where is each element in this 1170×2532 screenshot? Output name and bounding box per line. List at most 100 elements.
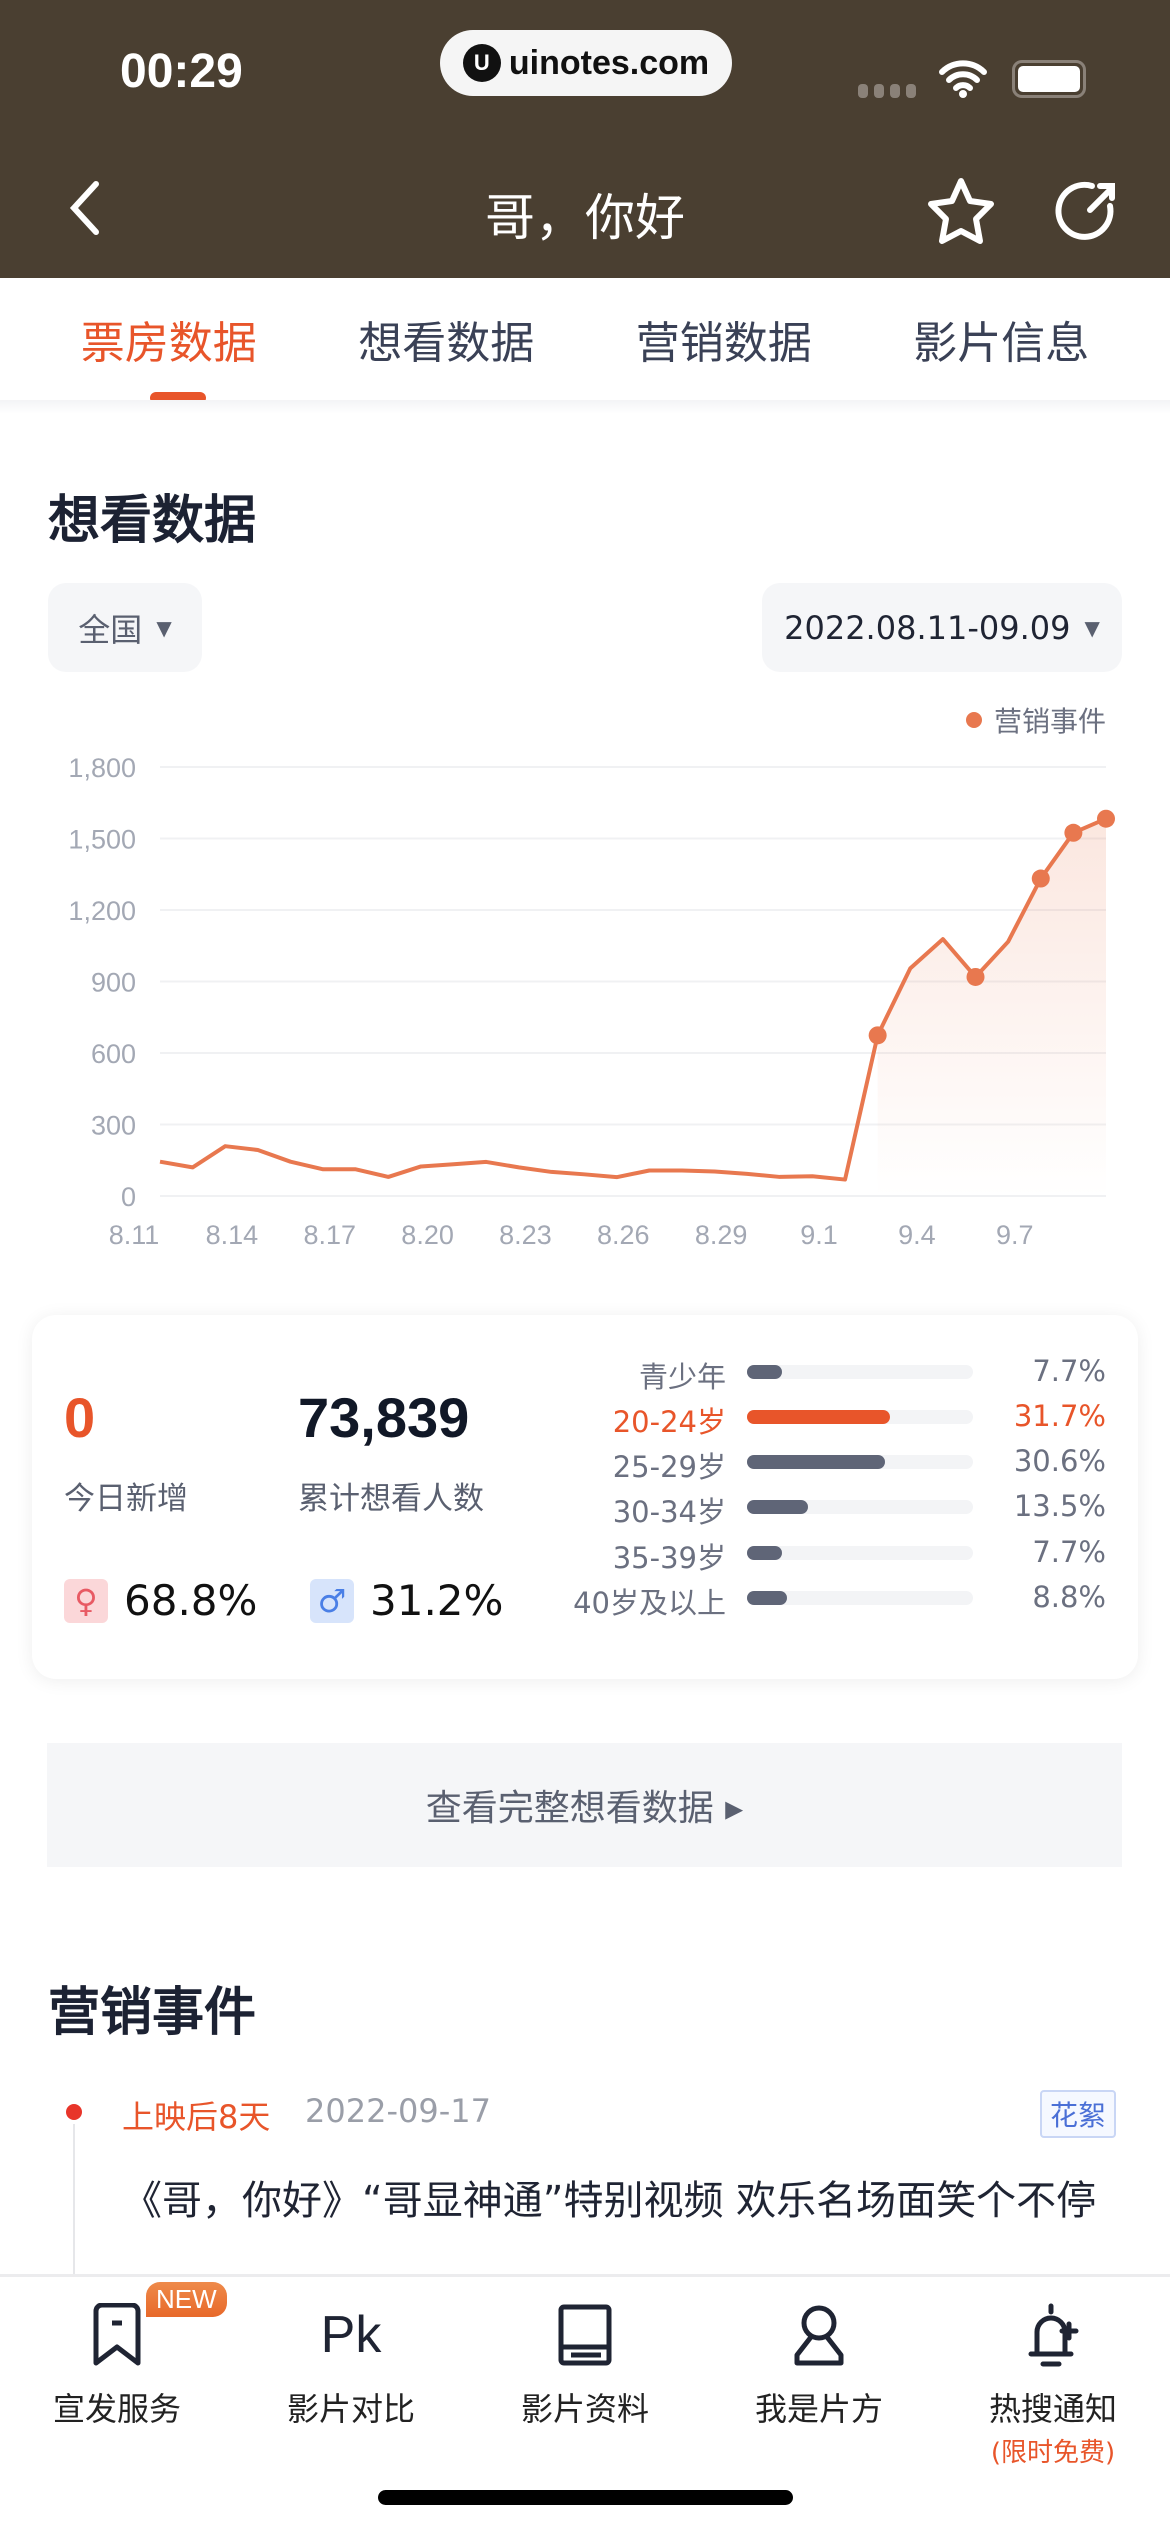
date-range-dropdown[interactable]: 2022.08.11-09.09 ▼ [762, 583, 1122, 672]
tab-film-info[interactable]: 影片信息 [913, 318, 1090, 369]
back-icon[interactable] [64, 178, 104, 238]
age-pct: 30.6% [1013, 1444, 1106, 1478]
age-pct: 13.5% [1013, 1489, 1106, 1523]
x-tick-label: 8.26 [597, 1220, 650, 1250]
male-pct: 31.2% [370, 1576, 504, 1625]
date-range-value: 2022.08.11-09.09 [784, 608, 1071, 647]
age-bar-fill [747, 1500, 809, 1514]
x-tick-label: 8.23 [499, 1220, 552, 1250]
age-bar-fill [747, 1546, 782, 1560]
age-bar [747, 1410, 973, 1424]
age-bar-fill [747, 1365, 782, 1379]
x-tick-label: 8.29 [695, 1220, 748, 1250]
region-value: 全国 [78, 610, 143, 649]
age-label: 35-39岁 [612, 1541, 726, 1575]
age-bar-fill [747, 1455, 886, 1469]
section-title: 想看数据 [48, 491, 257, 551]
legend-marker-icon [966, 712, 982, 728]
nav-film-compare[interactable]: Pk 影片对比 [234, 2300, 468, 2430]
female-icon: ♀ [64, 1578, 108, 1623]
y-tick-label: 300 [91, 1111, 136, 1141]
y-tick-label: 600 [91, 1039, 136, 1069]
bottom-nav [0, 2274, 1170, 2532]
age-bar [747, 1365, 973, 1379]
bookmark-icon [93, 2303, 141, 2366]
wifi-icon [939, 60, 987, 98]
nav-label: 热搜通知 [988, 2390, 1117, 2428]
nav-label: 宣发服务 [52, 2390, 181, 2428]
age-label: 30-34岁 [612, 1495, 726, 1529]
tab-bar: 票房数据 想看数据 营销数据 影片信息 [0, 278, 1170, 400]
event-marker [1064, 823, 1083, 842]
y-tick-label: 1,800 [68, 753, 136, 783]
new-badge: NEW [146, 2282, 227, 2317]
age-bar [747, 1500, 973, 1514]
event-text[interactable]: 《哥，你好》“哥显神通”特别视频 欢乐名场面笑个不停 [122, 2178, 1097, 2224]
age-label: 青少年 [638, 1360, 726, 1394]
x-tick-label: 8.20 [401, 1220, 454, 1250]
series-line [159, 816, 1107, 1182]
today-new-value: 0 [64, 1386, 96, 1449]
x-tick-label: 9.1 [800, 1220, 838, 1250]
event-day: 上映后8天 [122, 2098, 271, 2136]
y-tick-label: 0 [121, 1182, 136, 1212]
tab-want-to-see[interactable]: 想看数据 [358, 318, 535, 369]
age-bar-fill [747, 1591, 787, 1605]
x-tick-label: 9.4 [898, 1220, 936, 1250]
nav-film-materials[interactable]: 影片资料 [468, 2300, 702, 2430]
status-time: 00:29 [120, 45, 243, 98]
events-title: 营销事件 [48, 1983, 257, 2043]
total-label: 累计想看人数 [298, 1481, 484, 1517]
total-value: 73,839 [298, 1386, 470, 1449]
nav-label: 影片对比 [286, 2390, 415, 2428]
event-date: 2022-09-17 [305, 2092, 491, 2130]
age-bar-fill [747, 1410, 891, 1424]
caret-down-icon: ▼ [156, 615, 172, 640]
pk-icon: Pk [320, 2306, 382, 2364]
user-icon [794, 2305, 844, 2366]
view-full-data-button[interactable]: 查看完整想看数据 ▸ [47, 1743, 1122, 1867]
timeline-line [73, 2124, 75, 2284]
nav-hot-search[interactable]: 热搜通知 (限时免费) [936, 2300, 1170, 2469]
age-pct: 8.8% [1032, 1580, 1106, 1614]
book-icon [558, 2304, 612, 2366]
age-bar [747, 1455, 973, 1469]
x-tick-label: 8.11 [109, 1220, 160, 1250]
y-tick-label: 900 [91, 968, 136, 998]
y-tick-label: 1,500 [68, 825, 136, 855]
event-tag: 花絮 [1040, 2090, 1117, 2138]
want-to-see-chart: 0 300 600 900 1,200 1,500 1,800 8.11 8.14 8.17 8.2… [68, 753, 1115, 1250]
nav-label: 影片资料 [520, 2390, 649, 2428]
tab-box-office[interactable]: 票房数据 [80, 318, 257, 369]
site-logo-icon: U [462, 44, 501, 82]
event-marker [868, 1026, 887, 1045]
nav-sublabel: (限时免费) [990, 2438, 1116, 2468]
event-marker [1031, 869, 1050, 888]
chart-legend: 营销事件 [966, 700, 1106, 740]
share-icon[interactable] [1052, 176, 1122, 246]
tab-marketing[interactable]: 营销数据 [635, 318, 812, 369]
today-new-label: 今日新增 [64, 1481, 188, 1517]
x-tick-label: 9.7 [996, 1220, 1034, 1250]
age-bar [747, 1591, 973, 1605]
age-pct: 7.7% [1032, 1535, 1106, 1569]
age-bar [747, 1546, 973, 1560]
area-fill [877, 818, 1106, 1196]
age-label: 20-24岁 [612, 1405, 726, 1439]
age-label: 40岁及以上 [573, 1586, 726, 1620]
signal-icon [858, 84, 916, 98]
age-label: 25-29岁 [612, 1450, 726, 1484]
bell-plus-icon [1028, 2303, 1079, 2367]
caret-down-icon: ▼ [1084, 615, 1100, 640]
male-icon: ♂ [310, 1578, 354, 1623]
nav-label: 我是片方 [754, 2390, 883, 2428]
male-stat: ♂ 31.2% [310, 1576, 503, 1625]
star-icon[interactable] [926, 176, 996, 246]
age-pct: 7.7% [1032, 1354, 1106, 1388]
x-tick-label: 8.17 [303, 1220, 356, 1250]
region-dropdown[interactable]: 全国 ▼ [48, 583, 202, 672]
nav-publicity-service[interactable]: 宣发服务 [0, 2300, 234, 2430]
y-tick-label: 1,200 [68, 896, 136, 926]
nav-producer[interactable]: 我是片方 [702, 2300, 936, 2430]
